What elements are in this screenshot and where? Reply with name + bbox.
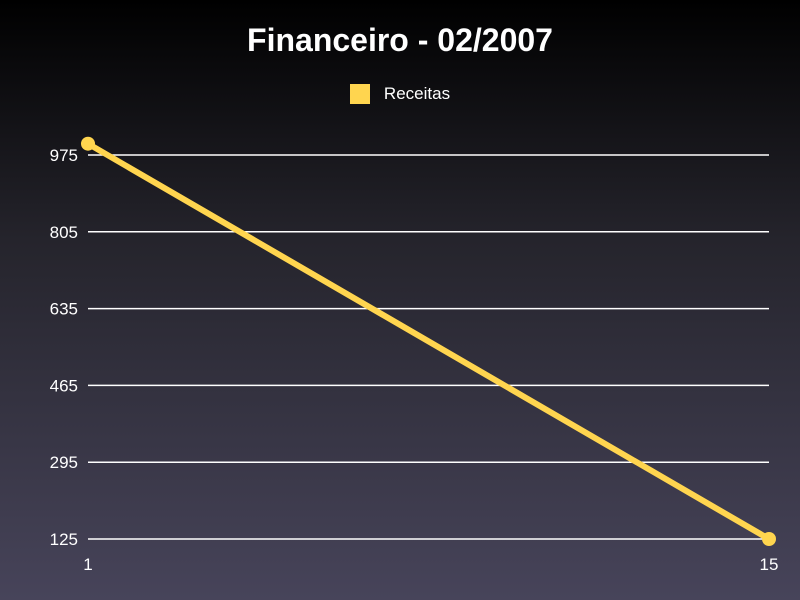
- series-receitas: [81, 136, 776, 546]
- y-tick-label: 125: [50, 530, 78, 549]
- x-tick-label: 1: [83, 555, 92, 574]
- legend: Receitas: [0, 84, 800, 104]
- data-point-receitas: [762, 532, 776, 546]
- y-axis-ticks: 975 805 635 465 295 125: [50, 146, 78, 549]
- x-tick-label: 15: [760, 555, 779, 574]
- data-point-receitas: [81, 136, 95, 151]
- grid-lines: [88, 154, 769, 540]
- chart-title: Financeiro - 02/2007: [247, 22, 553, 58]
- y-tick-label: 295: [50, 453, 78, 472]
- x-axis-ticks: 1 15: [83, 555, 778, 574]
- series-line-receitas: [85, 140, 772, 542]
- legend-swatch-receitas: [349, 84, 370, 104]
- y-tick-label: 465: [50, 376, 78, 395]
- y-tick-label: 635: [50, 300, 78, 319]
- legend-label-receitas: Receitas: [383, 84, 451, 103]
- y-tick-label: 975: [50, 146, 78, 165]
- y-tick-label: 805: [50, 223, 78, 242]
